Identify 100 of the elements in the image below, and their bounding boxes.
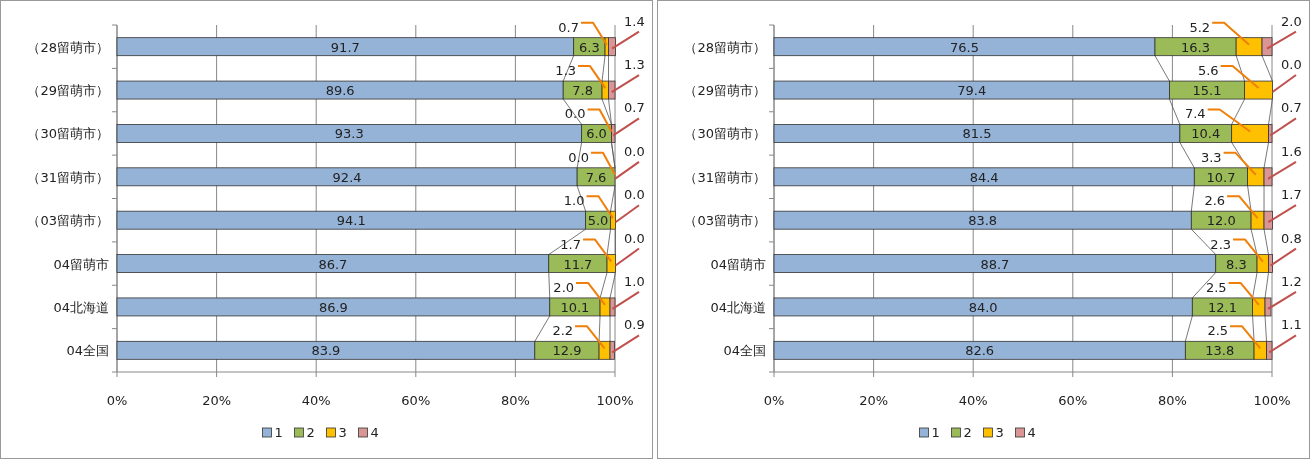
y-tick-label: （30留萌市）	[27, 126, 109, 142]
data-label: 81.5	[962, 126, 992, 142]
data-label: 2.5	[1207, 323, 1229, 339]
legend-label: 3	[995, 425, 1004, 440]
y-tick-label: 04北海道	[710, 299, 766, 315]
x-tick-label: 80%	[1157, 393, 1187, 408]
data-label: 1.3	[555, 63, 577, 79]
y-tick-label: 04留萌市	[53, 256, 109, 272]
data-label: 13.8	[1205, 343, 1235, 359]
data-label: 11.7	[563, 256, 593, 272]
data-label: 8.3	[1226, 256, 1247, 272]
legend-label: 1	[931, 425, 940, 440]
data-label: 0.0	[624, 187, 645, 203]
data-label: 2.6	[1204, 193, 1226, 209]
data-label: 7.6	[585, 169, 607, 185]
data-label: 84.0	[968, 299, 998, 315]
data-label: 0.7	[624, 100, 645, 116]
data-label: 94.1	[336, 213, 366, 229]
data-label: 5.6	[1197, 63, 1219, 79]
data-label: 12.1	[1207, 299, 1237, 315]
y-tick-label: 04全国	[66, 343, 109, 359]
data-label: 6.0	[586, 126, 607, 142]
data-label: 83.8	[968, 213, 998, 229]
data-label: 7.8	[572, 83, 593, 99]
data-label: 2.0	[1281, 13, 1302, 29]
legend-label: 2	[963, 425, 972, 440]
x-tick-label: 20%	[859, 393, 889, 408]
data-label: 82.6	[965, 343, 995, 359]
x-tick-label: 60%	[401, 393, 431, 408]
data-label: 1.2	[1281, 273, 1302, 289]
data-label: 1.4	[624, 13, 645, 29]
x-tick-label: 40%	[301, 393, 331, 408]
x-tick-label: 0%	[763, 393, 785, 408]
legend-label: 4	[370, 425, 379, 440]
data-label: 93.3	[334, 126, 364, 142]
x-tick-label: 20%	[202, 393, 232, 408]
data-label: 91.7	[330, 39, 360, 55]
data-label: 2.5	[1205, 279, 1227, 295]
data-label: 10.1	[560, 299, 590, 315]
data-label: 0.0	[564, 106, 586, 122]
data-label: 0.7	[558, 19, 580, 35]
x-tick-label: 80%	[500, 393, 530, 408]
data-label: 79.4	[957, 83, 987, 99]
legend-label: 4	[1027, 425, 1036, 440]
data-label: 89.6	[325, 83, 355, 99]
y-tick-label: （31留萌市）	[684, 169, 766, 185]
data-label: 0.0	[1281, 57, 1302, 73]
x-tick-label: 60%	[1058, 393, 1088, 408]
data-label: 10.4	[1191, 126, 1221, 142]
data-label: 0.0	[624, 143, 645, 159]
data-label: 1.6	[1281, 143, 1302, 159]
x-tick-label: 0%	[106, 393, 128, 408]
y-tick-label: 04北海道	[53, 299, 109, 315]
data-label: 0.7	[1281, 100, 1302, 116]
data-label: 5.2	[1189, 19, 1211, 35]
legend-label: 1	[274, 425, 283, 440]
data-label: 7.4	[1184, 106, 1206, 122]
data-label: 92.4	[332, 169, 362, 185]
data-label: 84.4	[969, 169, 999, 185]
legend-label: 3	[338, 425, 347, 440]
data-label: 1.0	[624, 273, 645, 289]
data-label: 1.7	[1281, 187, 1302, 203]
y-tick-label: （28留萌市）	[27, 39, 109, 55]
data-label: 2.3	[1210, 236, 1232, 252]
data-label: 2.2	[552, 323, 574, 339]
data-label: 83.9	[311, 343, 341, 359]
y-tick-label: （03留萌市）	[27, 213, 109, 229]
data-label: 15.1	[1192, 83, 1222, 99]
data-label: 1.3	[624, 57, 645, 73]
data-label: 5.0	[587, 213, 609, 229]
data-label: 12.0	[1206, 213, 1236, 229]
data-label: 0.0	[624, 230, 645, 246]
y-tick-label: 04留萌市	[710, 256, 766, 272]
data-label: 88.7	[980, 256, 1010, 272]
data-label: 16.3	[1181, 39, 1211, 55]
data-label: 1.1	[1281, 317, 1302, 333]
y-tick-label: （29留萌市）	[684, 83, 766, 99]
x-tick-label: 100%	[1253, 393, 1291, 408]
data-label: 86.7	[318, 256, 348, 272]
legend-label: 2	[306, 425, 315, 440]
data-label: 0.0	[568, 149, 589, 165]
data-label: 0.9	[624, 317, 645, 333]
y-tick-label: （30留萌市）	[684, 126, 766, 142]
data-label: 2.0	[553, 279, 575, 295]
y-tick-label: （28留萌市）	[684, 39, 766, 55]
data-label: 1.7	[560, 236, 582, 252]
data-label: 0.8	[1281, 230, 1302, 246]
data-label: 10.7	[1206, 169, 1236, 185]
x-tick-label: 100%	[596, 393, 634, 408]
y-tick-label: （29留萌市）	[27, 83, 109, 99]
y-tick-label: （31留萌市）	[27, 169, 109, 185]
y-tick-label: 04全国	[723, 343, 766, 359]
data-label: 1.0	[563, 193, 585, 209]
y-tick-label: （03留萌市）	[684, 213, 766, 229]
data-label: 76.5	[950, 39, 979, 55]
data-label: 3.3	[1200, 149, 1222, 165]
data-label: 12.9	[552, 343, 582, 359]
data-label: 86.9	[318, 299, 348, 315]
data-label: 6.3	[579, 39, 600, 55]
x-tick-label: 40%	[958, 393, 988, 408]
